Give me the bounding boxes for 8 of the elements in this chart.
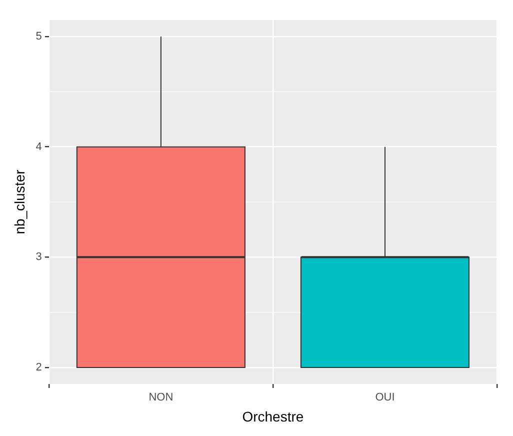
- y-tick-label: 2: [36, 361, 42, 374]
- x-axis-title: Orchestre: [242, 408, 304, 424]
- y-axis-title: nb_cluster: [11, 169, 28, 234]
- x-tick-label: NON: [148, 392, 174, 404]
- y-tick-label: 5: [36, 30, 42, 43]
- y-tick-label: 3: [36, 251, 42, 264]
- x-tick-label: OUI: [375, 392, 395, 404]
- y-tick-label: 4: [36, 140, 42, 153]
